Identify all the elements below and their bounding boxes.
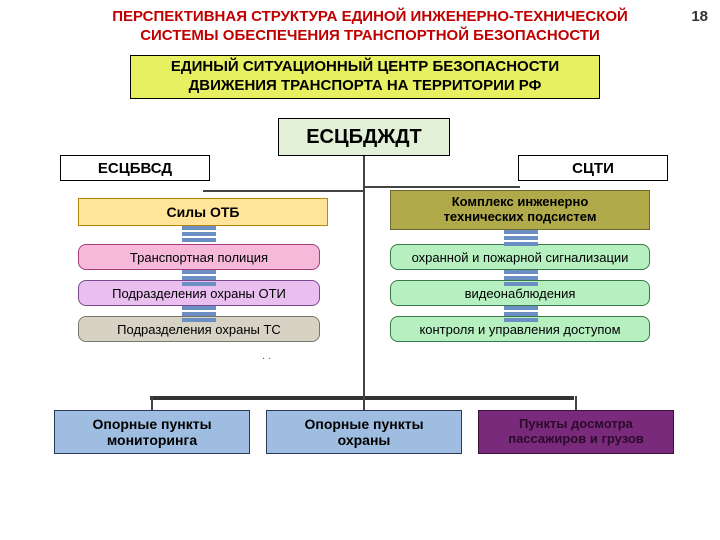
connector-horizontal-bar [150,396,574,400]
bottom-box: Опорные пунктыохраны [266,410,462,454]
left-branch-head-label: Силы ОТБ [167,204,240,220]
connector-main-vertical [363,156,365,398]
header-line1: ЕДИНЫЙ СИТУАЦИОННЫЙ ЦЕНТР БЕЗОПАСНОСТИ [171,58,559,75]
main-node: ЕСЦБДЖДТ [278,118,450,156]
connector-drop [575,396,577,410]
header-line2: ДВИЖЕНИЯ ТРАНСПОРТА НА ТЕРРИТОРИИ РФ [189,77,542,94]
connector-branch-left [203,190,363,192]
left-branch-item: Транспортная полиция [78,244,320,270]
left-side-label-text: ЕСЦБВСД [98,160,172,177]
connector-drop [363,396,365,410]
page-title: ПЕРСПЕКТИВНАЯ СТРУКТУРА ЕДИНОЙ ИНЖЕНЕРНО… [60,8,680,46]
connector-stripes [182,226,216,242]
right-branch-head-line1: Комплекс инженерно [452,194,589,209]
connector-stripes [182,270,216,286]
right-branch-item: охранной и пожарной сигнализации [390,244,650,270]
bottom-box: Пункты досмотрапассажиров и грузов [478,410,674,454]
title-line1: ПЕРСПЕКТИВНАЯ СТРУКТУРА ЕДИНОЙ ИНЖЕНЕРНО… [112,8,628,25]
right-side-label: СЦТИ [518,155,668,181]
main-node-label: ЕСЦБДЖДТ [306,126,422,149]
right-side-label-text: СЦТИ [572,160,614,177]
ellipsis-dots: . . [262,350,271,362]
connector-branch-right [363,186,520,188]
right-branch-head-line2: технических подсистем [444,209,597,224]
bottom-box: Опорные пунктымониторинга [54,410,250,454]
title-line2: СИСТЕМЫ ОБЕСПЕЧЕНИЯ ТРАНСПОРТНОЙ БЕЗОПАС… [140,27,600,44]
connector-stripes [504,230,538,246]
header-box: ЕДИНЫЙ СИТУАЦИОННЫЙ ЦЕНТР БЕЗОПАСНОСТИ Д… [130,55,600,99]
right-branch-head: Комплекс инженерно технических подсистем [390,190,650,230]
connector-stripes [182,306,216,322]
connector-stripes [504,306,538,322]
left-side-label: ЕСЦБВСД [60,155,210,181]
left-branch-head: Силы ОТБ [78,198,328,226]
page-number: 18 [691,8,708,25]
connector-stripes [504,270,538,286]
connector-drop [151,396,153,410]
